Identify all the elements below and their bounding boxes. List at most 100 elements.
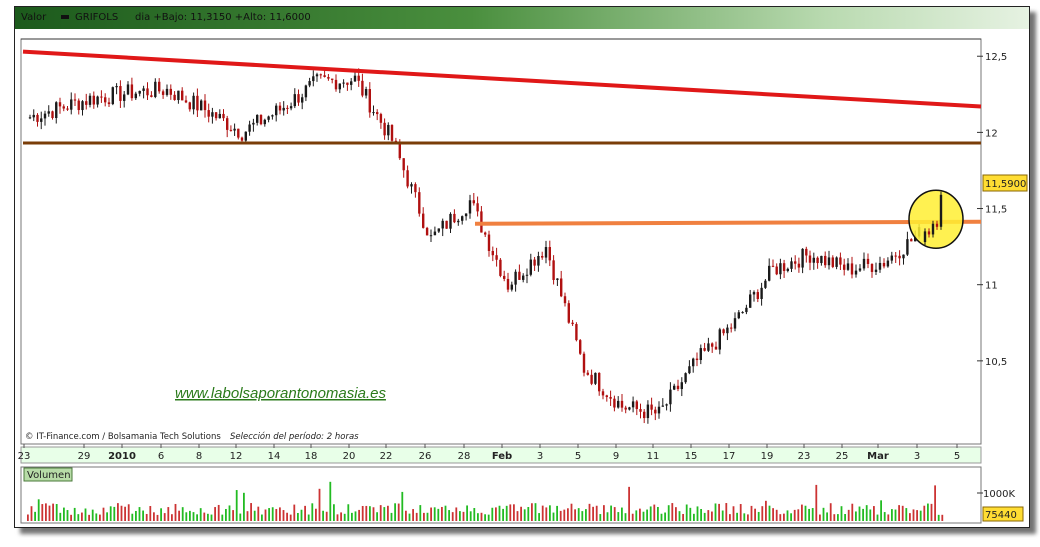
volume-bar: [513, 504, 515, 521]
candle-body: [142, 88, 145, 91]
candle-body: [96, 96, 99, 105]
volume-bar: [610, 505, 612, 521]
candle-body: [422, 213, 425, 228]
volume-bar: [189, 510, 191, 521]
candle-body: [797, 263, 801, 268]
volume-bar: [768, 505, 771, 521]
candle-body: [910, 239, 913, 242]
volume-bar: [646, 509, 648, 521]
volume-bar: [448, 510, 450, 521]
volume-bar: [48, 505, 51, 521]
x-tick-label: 19: [761, 451, 774, 462]
candle-body: [676, 385, 680, 390]
volume-bar: [880, 500, 882, 521]
volume-bar: [178, 510, 180, 521]
volume-bar: [491, 507, 494, 521]
volume-bar: [721, 510, 724, 521]
candle-body: [66, 108, 69, 110]
volume-bar: [131, 513, 134, 521]
candle-body: [161, 91, 165, 95]
volume-bar: [235, 490, 238, 521]
credits-text: © IT-Finance.com / Bolsamania Tech Solut…: [25, 432, 221, 442]
candle-body: [62, 106, 65, 109]
candle-body: [850, 263, 854, 275]
volume-label: Volumen: [27, 470, 71, 481]
volume-bar: [217, 504, 220, 521]
volume-bar: [754, 508, 756, 521]
candle-body: [506, 278, 510, 290]
volume-bar: [297, 512, 299, 521]
volume-bar: [671, 503, 674, 521]
volume-bar: [329, 481, 332, 521]
candle-body: [464, 213, 468, 217]
volume-bar: [559, 510, 562, 521]
chart-frame: Valor GRIFOLS dia +Bajo: 11,3150 +Alto: …: [14, 6, 1030, 528]
candle-body: [177, 90, 180, 101]
candle-body: [126, 84, 130, 95]
candle-body: [237, 128, 240, 138]
candle-body: [782, 263, 786, 271]
x-tick-label: 29: [78, 451, 91, 462]
candle-body: [650, 404, 653, 410]
candle-body: [85, 101, 88, 105]
y-tick-label: 12: [985, 128, 998, 139]
candle-body: [81, 101, 84, 111]
volume-bar: [621, 507, 623, 521]
volume-bar: [826, 512, 828, 521]
volume-bar: [703, 512, 706, 521]
candle-body: [138, 90, 141, 94]
candle-body: [752, 292, 756, 295]
candle-body: [808, 255, 812, 263]
candle-body: [939, 194, 943, 227]
last-price-badge: [982, 174, 1028, 192]
volume-bar: [113, 506, 116, 521]
volume-bar: [495, 507, 497, 521]
volume-bar: [354, 511, 357, 521]
volume-bar: [624, 513, 627, 521]
volume-bar: [541, 505, 544, 521]
volume-bar: [858, 506, 861, 521]
volume-bar: [649, 506, 652, 521]
volume-bar: [714, 503, 717, 521]
volume-bar: [408, 513, 411, 521]
candle-body: [123, 94, 126, 101]
candle-body: [229, 129, 233, 131]
volume-bar: [804, 505, 807, 521]
volume-bar: [66, 510, 69, 521]
candle-body: [601, 391, 605, 396]
volume-bar: [45, 503, 47, 521]
volume-bar: [667, 505, 670, 521]
candle-body: [730, 327, 733, 329]
candle-body: [824, 255, 827, 266]
x-tick-label: 14: [268, 451, 281, 462]
candle-body: [196, 95, 199, 111]
candle-body: [646, 404, 650, 419]
stats-label: dia +Bajo: 11,3150 +Alto: 11,6000: [135, 12, 311, 23]
volume-bar: [106, 512, 108, 521]
volume-bar: [628, 486, 630, 521]
candlestick-series: [28, 68, 921, 424]
candle-body: [737, 312, 740, 319]
volume-bar: [318, 488, 321, 521]
candle-body: [200, 100, 203, 111]
candle-body: [760, 287, 763, 299]
volume-bar: [635, 510, 638, 521]
x-tick-label: 25: [836, 451, 849, 462]
candle-body: [88, 95, 92, 105]
volume-bar: [477, 513, 479, 521]
volume-bar: [415, 512, 418, 521]
candle-body: [541, 255, 544, 258]
candle-body: [36, 114, 39, 122]
candle-body: [263, 119, 266, 125]
candle-body: [312, 76, 315, 82]
volume-bar: [253, 510, 256, 521]
candle-body: [327, 76, 330, 79]
candle-body: [361, 80, 364, 96]
candle-body: [882, 262, 886, 267]
volume-bar: [109, 506, 112, 521]
volume-bar: [840, 506, 843, 521]
candle-body: [376, 112, 379, 115]
candle-body: [58, 102, 62, 107]
candle-body: [487, 234, 491, 251]
volume-bar: [394, 503, 396, 521]
